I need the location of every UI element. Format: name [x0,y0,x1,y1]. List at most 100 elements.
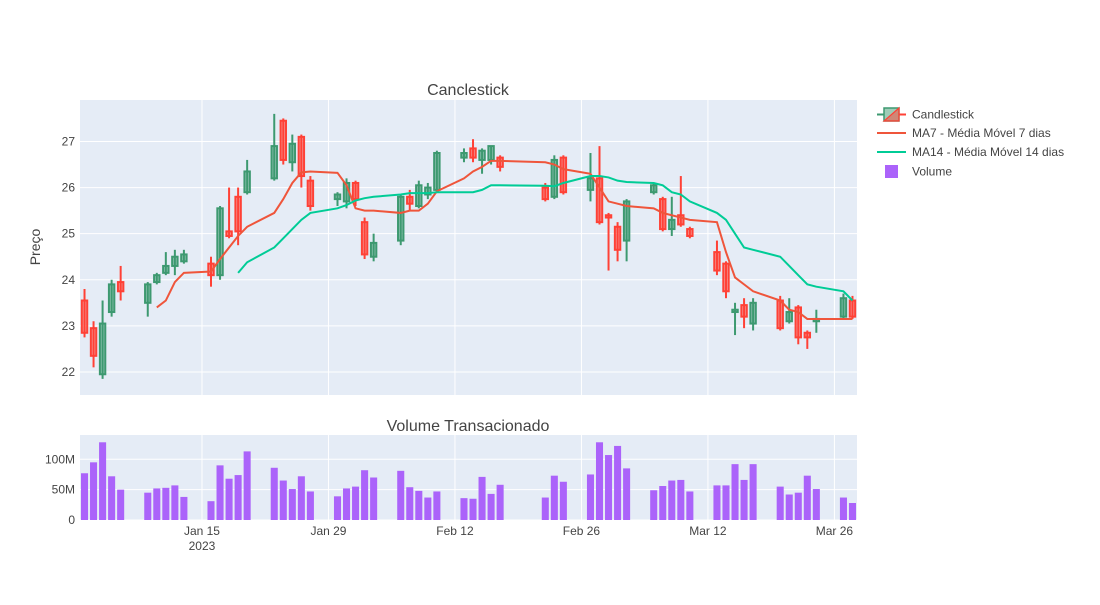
candle[interactable] [98,300,107,379]
candle[interactable] [171,249,179,276]
candle[interactable] [216,206,224,280]
candle[interactable] [559,155,568,195]
candle[interactable] [496,155,504,172]
volume-bar[interactable] [99,442,107,520]
volume-bar[interactable] [541,497,549,520]
volume-bar[interactable] [713,485,721,520]
volume-bar[interactable] [803,475,811,520]
volume-bar[interactable] [740,479,748,520]
candle[interactable] [297,134,306,188]
candle[interactable] [116,265,125,301]
candlestick-series[interactable] [80,113,857,379]
volume-bar[interactable] [279,480,287,520]
volume-bar[interactable] [117,489,125,520]
volume-bar[interactable] [415,490,423,520]
candle[interactable] [180,249,188,264]
volume-bar[interactable] [352,486,360,520]
candle[interactable] [613,222,622,262]
candle[interactable] [839,293,848,319]
candle[interactable] [460,148,468,163]
candle[interactable] [397,194,405,246]
candle[interactable] [433,150,441,193]
volume-bar[interactable] [686,491,694,520]
volume-bar[interactable] [171,485,179,520]
volume-bar[interactable] [460,498,468,520]
candle[interactable] [153,272,161,285]
volume-bar[interactable] [361,470,369,520]
candle[interactable] [415,180,423,209]
volume-bar[interactable] [243,451,251,520]
volume-bar[interactable] [153,488,161,520]
candle[interactable] [369,233,378,262]
candle[interactable] [279,118,287,165]
legend[interactable]: Candlestick MA7 - Média Móvel 7 dias MA1… [877,106,1064,179]
candle[interactable] [360,217,369,260]
ma7-line[interactable] [156,159,853,320]
candle[interactable] [80,288,89,338]
candle[interactable] [586,153,595,202]
candle[interactable] [306,176,315,211]
volume-bar[interactable] [234,475,242,520]
volume-bar[interactable] [794,492,802,520]
candle[interactable] [107,279,116,317]
volume-bar[interactable] [722,485,730,520]
volume-bar[interactable] [749,464,757,520]
volume-bar[interactable] [406,487,414,520]
volume-bar[interactable] [225,478,233,520]
volume-bar[interactable] [677,479,685,520]
volume-bar[interactable] [650,490,658,520]
candle[interactable] [243,159,251,195]
candle[interactable] [803,330,812,349]
volume-bar[interactable] [144,492,152,520]
ma14-line[interactable] [237,175,854,302]
legend-item-ma14[interactable]: MA14 - Média Móvel 14 dias [877,145,1064,159]
volume-bar[interactable] [333,496,342,520]
volume-bar[interactable] [550,475,558,520]
candle[interactable] [740,298,748,329]
legend-item-candlestick[interactable]: Candlestick [877,106,975,122]
candle[interactable] [713,240,721,276]
volume-bar[interactable] [586,474,594,520]
volume-bar-series[interactable] [80,442,857,521]
legend-item-ma7[interactable]: MA7 - Média Móvel 7 dias [877,126,1051,140]
volume-bar[interactable] [343,488,351,520]
volume-bar[interactable] [668,480,676,520]
candle[interactable] [333,192,342,207]
candle[interactable] [686,226,694,239]
volume-bar[interactable] [659,486,667,520]
volume-bar[interactable] [469,498,477,520]
volume-bar[interactable] [812,489,820,520]
volume-bar[interactable] [80,473,89,520]
volume-bar[interactable] [370,477,378,521]
volume-bar[interactable] [108,476,116,520]
candle[interactable] [622,199,631,262]
volume-bar[interactable] [297,476,305,520]
candle[interactable] [351,180,360,207]
volume-bar[interactable] [180,496,188,520]
volume-bar[interactable] [623,468,631,520]
candle[interactable] [288,134,297,172]
volume-bar[interactable] [207,501,215,520]
volume-bar[interactable] [785,494,793,521]
volume-bar[interactable] [559,481,567,520]
volume-bar[interactable] [270,467,278,520]
volume-bar[interactable] [90,462,98,520]
candle[interactable] [89,321,98,368]
volume-bar[interactable] [478,476,486,520]
volume-bar[interactable] [839,497,847,520]
candle[interactable] [225,187,233,239]
volume-bar[interactable] [162,487,170,520]
moving-average-lines[interactable] [156,159,854,320]
volume-bar[interactable] [216,465,224,520]
candle[interactable] [722,261,730,299]
candle[interactable] [731,302,739,336]
volume-bar[interactable] [424,497,432,520]
volume-bar[interactable] [848,503,857,520]
legend-item-volume[interactable]: Volume [885,165,952,179]
volume-bar[interactable] [731,464,739,520]
volume-bar[interactable] [605,455,613,520]
volume-bar[interactable] [306,491,314,520]
volume-bar[interactable] [487,493,495,520]
volume-bar[interactable] [433,491,441,520]
candle[interactable] [595,146,604,225]
